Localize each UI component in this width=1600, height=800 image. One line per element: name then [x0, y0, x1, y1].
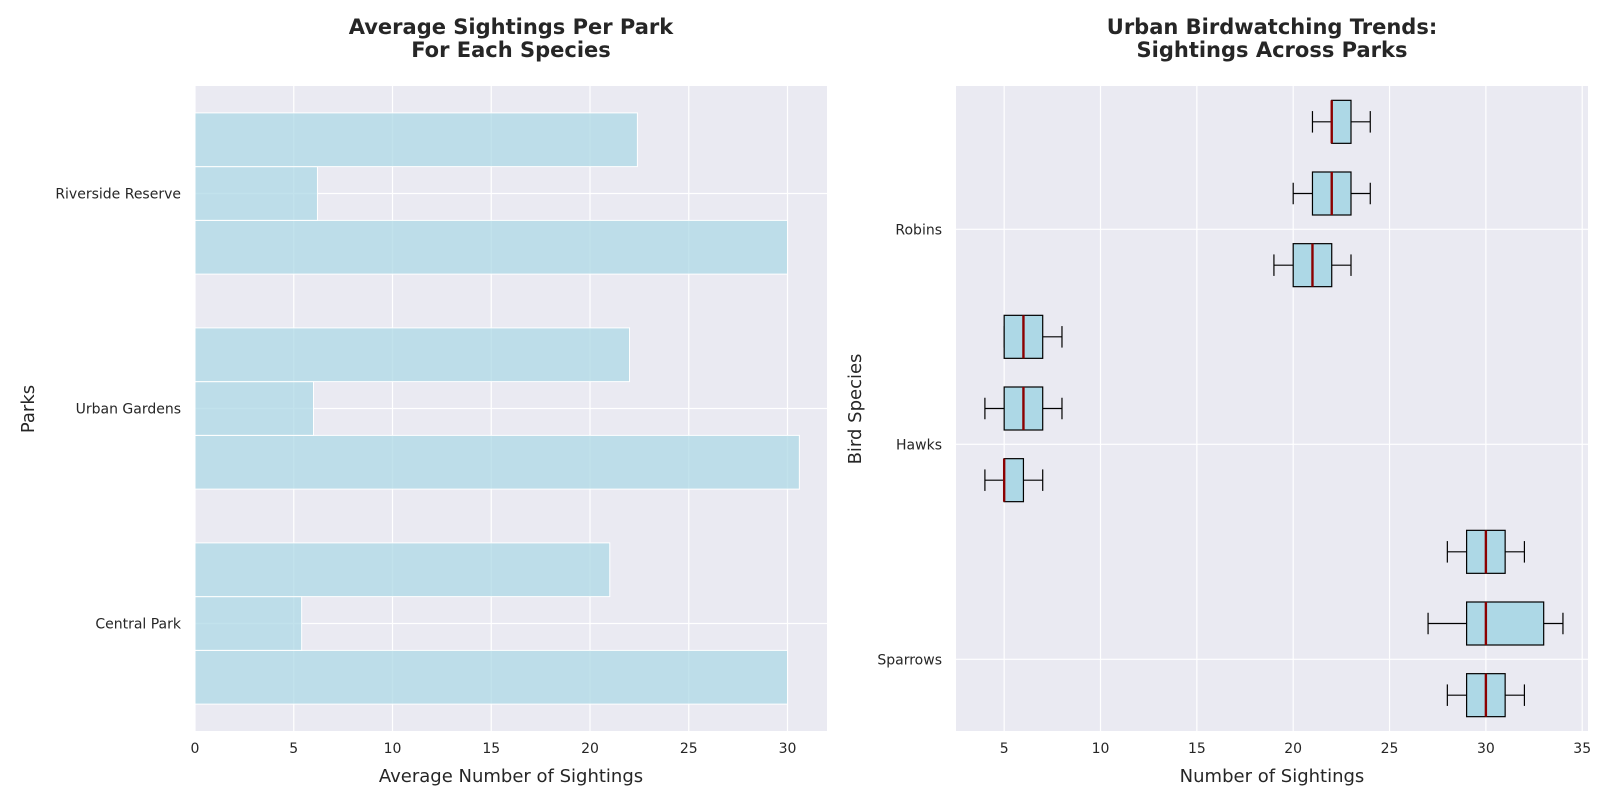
sightings-box-plot: 5 10 15 20 25 30 35 Sparrows Hawks Robins Urban …	[845, 15, 1591, 787]
box	[1331, 99, 1352, 144]
bar	[194, 327, 630, 383]
average-sightings-bar-chart: 0 5 10 15 20 25 30 Central Park Urban Gardens Ri…	[18, 15, 827, 787]
box-plot-item	[1446, 529, 1526, 574]
box-plot-item	[1427, 601, 1564, 646]
bar	[194, 166, 318, 221]
left-x-axis-label: Average Number of Sightings	[379, 766, 643, 787]
right-x-tick-label: 35	[1573, 741, 1591, 757]
right-y-tick-labels: Sparrows Hawks Robins	[877, 222, 942, 668]
left-chart-title-line-1: Average Sightings Per Park	[349, 15, 675, 39]
left-x-tick-label: 0	[191, 741, 200, 757]
bar	[194, 596, 303, 651]
bar	[194, 649, 788, 705]
right-x-tick-label: 30	[1477, 741, 1495, 757]
box-plot-item	[984, 458, 1044, 503]
left-y-tick-label: Central Park	[95, 617, 182, 633]
box	[1003, 458, 1025, 503]
right-x-tick-label: 25	[1381, 741, 1399, 757]
box-plot-item	[1311, 99, 1371, 144]
right-chart-title-line-1: Urban Birdwatching Trends:	[1107, 15, 1437, 39]
right-x-tick-label: 15	[1188, 741, 1206, 757]
left-x-tick-label: 10	[384, 741, 402, 757]
right-x-tick-label: 10	[1092, 741, 1110, 757]
left-x-tick-label: 25	[680, 741, 698, 757]
bar	[194, 434, 800, 490]
box-plot-item	[984, 386, 1063, 431]
left-x-tick-label: 30	[779, 741, 797, 757]
right-y-tick-label: Robins	[895, 222, 942, 238]
bar	[194, 381, 314, 436]
box-plot-item	[1273, 243, 1352, 288]
right-x-tick-labels: 5 10 15 20 25 30 35	[1000, 741, 1591, 757]
right-chart-title-line-2: Sightings Across Parks	[1137, 38, 1408, 62]
bar	[194, 542, 611, 598]
box-plot-item	[1446, 673, 1526, 718]
left-x-tick-label: 5	[289, 741, 298, 757]
right-x-axis-label: Number of Sightings	[1180, 766, 1365, 787]
left-x-tick-label: 15	[482, 741, 500, 757]
right-x-tick-label: 20	[1284, 741, 1302, 757]
box-plot-item	[1292, 171, 1371, 216]
bar	[194, 112, 638, 168]
box	[1466, 601, 1545, 646]
left-y-tick-labels: Central Park Urban Gardens Riverside Reser…	[55, 187, 182, 633]
left-bars	[194, 112, 800, 705]
left-x-tick-label: 20	[581, 741, 599, 757]
right-x-tick-label: 5	[1000, 741, 1009, 757]
right-y-tick-label: Sparrows	[877, 652, 942, 668]
right-gridlines	[956, 86, 1588, 731]
right-y-tick-label: Hawks	[896, 437, 942, 453]
left-y-tick-label: Riverside Reserve	[55, 187, 181, 203]
right-y-axis-label: Bird Species	[845, 354, 866, 465]
left-chart-title-line-2: For Each Species	[411, 38, 611, 62]
bar	[194, 219, 788, 275]
left-y-axis-label: Parks	[18, 385, 39, 433]
left-y-tick-label: Urban Gardens	[76, 402, 181, 418]
right-boxes	[984, 99, 1564, 718]
left-x-tick-labels: 0 5 10 15 20 25 30	[191, 741, 797, 757]
box-plot-item	[1003, 314, 1063, 359]
